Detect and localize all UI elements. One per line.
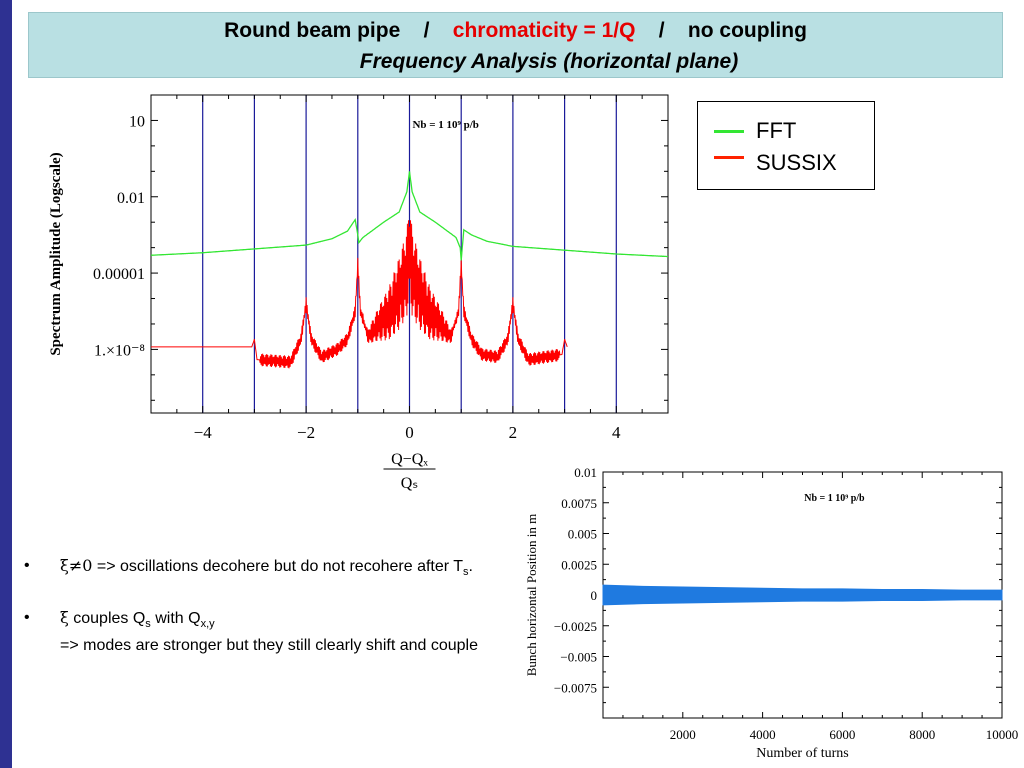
bullet-list: • ξ≠0 => oscillations decohere but do no… <box>20 556 500 655</box>
spectrum-chart: −4 −2 0 2 4 10 0.01 0.00001 1.×10⁻⁸ Nb = 1 10⁹ p/… <box>48 94 669 492</box>
legend-label-sussix: SUSSIX <box>756 150 837 175</box>
x-tick-label: −4 <box>194 423 213 442</box>
bullet-1: • ξ≠0 => oscillations decohere but do no… <box>20 556 500 582</box>
x-axis-label-numerator: Q−Qₓ <box>391 451 428 468</box>
bullet-dot: • <box>24 609 30 627</box>
chart-annotation: Nb = 1 10⁹ p/b <box>412 119 478 131</box>
bullet-1-text: => oscillations decohere but do not reco… <box>92 558 464 575</box>
y-tick-label: 0.00001 <box>93 266 145 283</box>
bullet-2-text: couples Q <box>68 610 146 628</box>
bullet-2-mid: with Q <box>150 610 201 628</box>
x-tick-label: 4000 <box>750 727 776 742</box>
title-part-1: Round beam pipe / <box>224 19 453 42</box>
x-tick-label: −2 <box>297 423 315 442</box>
x-tick-label: 2 <box>509 423 518 442</box>
y-tick-label: 0.005 <box>568 527 597 542</box>
legend-label-fft: FFT <box>756 118 797 143</box>
x-tick-label: 8000 <box>909 727 935 742</box>
y-axis-label: Bunch horizontal Position in m <box>524 514 539 677</box>
series-line-sussix <box>151 220 568 369</box>
slide-subtitle: Frequency Analysis (horizontal plane) <box>359 50 739 73</box>
title-chromaticity: chromaticity = 1/Q <box>452 19 636 42</box>
x-tick-label: 6000 <box>829 727 855 742</box>
x-tick-label: 2000 <box>670 727 696 742</box>
title-part-3: / no coupling <box>635 19 807 42</box>
y-tick-label: −0.005 <box>560 650 597 665</box>
bullet-1-sub: s <box>463 566 469 579</box>
x-tick-label: 0 <box>405 423 414 442</box>
position-band <box>602 584 1003 606</box>
y-axis-label: Spectrum Amplitude (Logscale) <box>48 152 64 355</box>
bunch-position-chart: 2000 4000 6000 8000 10000 0.01 0.0075 0.005 0.00… <box>524 465 1019 761</box>
chart-annotation: Nb = 1 10⁹ p/b <box>804 493 865 504</box>
x-axis-label-denominator: Qₛ <box>401 475 419 492</box>
legend-item-sussix: SUSSIX <box>714 150 837 176</box>
bullet-2-line-2: => modes are stronger but they still cle… <box>60 637 478 655</box>
bullet-1-end: . <box>468 558 473 575</box>
bullet-2: • ξ couples Qs with Qx,y <box>20 608 500 634</box>
y-tick-label: 0.01 <box>117 190 145 207</box>
y-tick-label: 0.01 <box>574 465 597 480</box>
legend: FFT SUSSIX <box>697 101 875 190</box>
y-tick-label: 0.0025 <box>561 557 597 572</box>
legend-item-fft: FFT <box>714 118 796 144</box>
y-tick-label: 10 <box>129 113 145 130</box>
bullet-dot: • <box>24 557 30 574</box>
legend-swatch-fft <box>714 129 744 133</box>
x-tick-label: 10000 <box>986 727 1019 742</box>
y-tick-label: −0.0025 <box>554 619 597 634</box>
bullet-2-sub-2: x,y <box>200 618 215 631</box>
y-tick-label: 0.0075 <box>561 496 597 511</box>
title-box: Round beam pipe / chromaticity = 1/Q / n… <box>28 12 1003 78</box>
x-tick-label: 4 <box>612 423 621 442</box>
slide-left-bar <box>0 0 12 768</box>
y-tick-label: −0.0075 <box>554 680 597 695</box>
bullet-2-sub-1: s <box>145 618 151 631</box>
bullet-2-symbol: ξ <box>60 608 69 628</box>
y-tick-label: 1.×10⁻⁸ <box>94 342 145 359</box>
bullet-1-symbol: ξ≠0 <box>60 556 93 575</box>
y-tick-label: 0 <box>591 588 598 603</box>
x-axis-label: Number of turns <box>756 746 849 761</box>
series-line-fft <box>150 171 668 261</box>
slide-title: Round beam pipe / chromaticity = 1/Q / n… <box>29 19 1002 43</box>
legend-swatch-sussix <box>714 155 744 159</box>
